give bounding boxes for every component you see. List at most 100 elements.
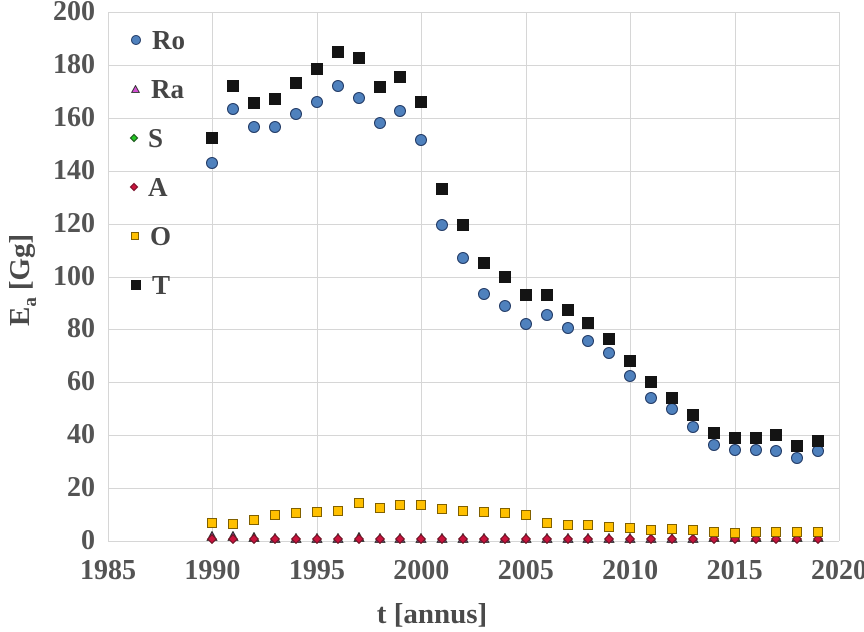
gridline-vertical xyxy=(212,12,214,541)
point-Ro-2014 xyxy=(707,438,720,451)
point-T-2016 xyxy=(749,431,762,444)
point-T-2009 xyxy=(603,332,616,345)
point-O-2011 xyxy=(646,525,656,536)
point-Ro-1996 xyxy=(331,80,344,93)
point-Ro-2003 xyxy=(477,287,490,300)
legend-marker-O-icon xyxy=(131,232,139,240)
point-Ro-2011 xyxy=(645,392,657,405)
y-tick-label: 140 xyxy=(53,154,95,186)
y-tick-label: 80 xyxy=(67,313,95,345)
point-Ro-2009 xyxy=(603,347,616,360)
legend-label-O: O xyxy=(150,221,172,251)
point-T-1997 xyxy=(352,52,365,65)
point-T-1999 xyxy=(394,70,407,83)
point-O-2013 xyxy=(687,525,698,536)
gridline-horizontal xyxy=(108,276,839,278)
y-tick-label: 20 xyxy=(67,472,95,504)
x-tick-label: 1990 xyxy=(184,555,241,586)
point-T-2004 xyxy=(498,270,511,283)
point-O-1990 xyxy=(207,517,218,528)
gridline-vertical xyxy=(421,12,423,541)
x-tick-label: 1985 xyxy=(80,555,136,586)
y-tick-label: 200 xyxy=(53,0,95,27)
point-T-2000 xyxy=(415,95,428,108)
point-Ro-1993 xyxy=(269,121,282,134)
y-tick-label: 100 xyxy=(53,260,95,292)
x-axis-title: t [annus] xyxy=(376,598,488,630)
point-T-1994 xyxy=(290,77,302,90)
legend-label-S: S xyxy=(148,123,164,153)
y-tick-label: 60 xyxy=(67,366,95,398)
point-O-1994 xyxy=(291,508,301,519)
x-tick-label: 2010 xyxy=(602,555,659,586)
point-O-2015 xyxy=(729,528,740,539)
gridline-vertical xyxy=(108,12,109,541)
gridline-horizontal xyxy=(108,117,839,119)
y-axis-title: Ea [Gg] xyxy=(4,180,42,380)
legend-label-Ro: Ro xyxy=(152,25,185,55)
point-O-2006 xyxy=(541,517,552,528)
legend-item-Ra: Ra xyxy=(131,73,184,105)
point-T-2017 xyxy=(770,429,783,442)
gridline-horizontal xyxy=(108,541,839,542)
point-O-1991 xyxy=(228,518,239,529)
point-O-2003 xyxy=(478,506,489,517)
point-O-2010 xyxy=(625,522,636,533)
gridline-vertical xyxy=(630,12,632,541)
point-T-2012 xyxy=(665,392,678,405)
point-O-2014 xyxy=(708,526,719,537)
y-tick-label: 180 xyxy=(53,48,95,80)
point-T-2006 xyxy=(540,289,553,301)
point-O-2012 xyxy=(666,524,677,535)
point-Ro-1990 xyxy=(206,156,219,169)
point-O-1995 xyxy=(311,506,322,517)
point-Ro-2017 xyxy=(770,445,783,458)
x-tick-label: 1995 xyxy=(288,555,345,586)
point-O-2009 xyxy=(604,521,615,532)
point-T-1996 xyxy=(331,45,344,58)
point-T-2013 xyxy=(686,409,699,422)
point-O-1996 xyxy=(332,505,343,516)
y-axis-title-unit: [Gg] xyxy=(4,233,37,291)
point-Ro-2015 xyxy=(728,443,741,456)
point-T-2005 xyxy=(519,289,532,301)
point-T-2015 xyxy=(728,431,741,444)
point-Ro-2018 xyxy=(791,451,804,464)
x-tick-label: 2015 xyxy=(706,555,763,586)
point-Ro-1994 xyxy=(290,107,302,120)
gridline-vertical xyxy=(525,12,527,541)
point-Ro-2019 xyxy=(812,445,825,458)
y-axis-title-subscript: a xyxy=(19,297,41,307)
point-Ro-2012 xyxy=(665,402,678,415)
legend-marker-Ro-icon xyxy=(131,35,141,45)
point-O-2005 xyxy=(520,509,531,520)
x-tick-label: 2020 xyxy=(811,555,864,586)
y-tick-label: 40 xyxy=(67,419,95,451)
legend-item-T: T xyxy=(131,269,170,301)
point-T-2019 xyxy=(812,434,825,447)
point-O-2000 xyxy=(416,500,427,511)
point-T-2008 xyxy=(582,316,595,329)
point-Ro-1998 xyxy=(373,117,386,130)
point-O-1998 xyxy=(374,502,385,513)
legend-label-T: T xyxy=(152,270,171,300)
point-O-1993 xyxy=(270,509,281,520)
point-Ro-2007 xyxy=(561,322,574,335)
point-Ro-2016 xyxy=(749,443,762,456)
point-Ro-2001 xyxy=(436,218,449,231)
point-T-1998 xyxy=(373,81,386,94)
point-Ro-2008 xyxy=(582,335,595,348)
point-O-2016 xyxy=(750,526,761,537)
legend-label-Ra: Ra xyxy=(151,74,184,104)
legend-marker-T-icon xyxy=(131,280,141,290)
point-Ro-2006 xyxy=(540,308,553,321)
legend-item-O: O xyxy=(131,220,171,252)
gridline-vertical xyxy=(316,12,318,541)
point-T-2010 xyxy=(624,355,637,368)
point-Ro-2002 xyxy=(457,252,470,264)
gridline-horizontal xyxy=(108,170,839,172)
legend-marker-A-icon xyxy=(129,182,139,192)
gridline-horizontal xyxy=(108,12,839,13)
point-O-2004 xyxy=(499,508,510,519)
